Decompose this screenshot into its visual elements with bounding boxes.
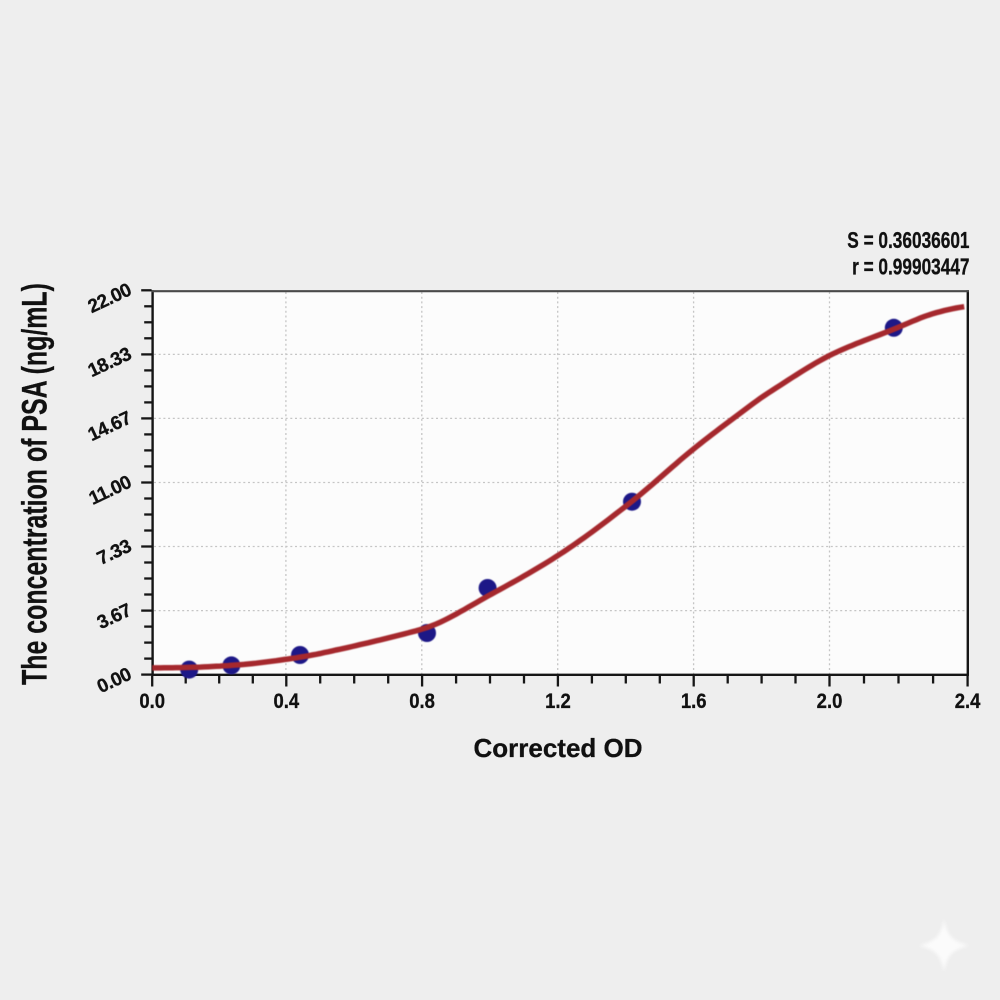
svg-text:2.4: 2.4 — [955, 690, 981, 713]
svg-text:S = 0.36036601: S = 0.36036601 — [847, 229, 969, 254]
svg-text:Corrected OD: Corrected OD — [473, 733, 642, 763]
svg-text:1.2: 1.2 — [545, 690, 571, 713]
svg-text:The concentration of PSA (ng/m: The concentration of PSA (ng/mL) — [15, 283, 54, 685]
svg-text:0.4: 0.4 — [273, 690, 299, 713]
svg-text:r = 0.99903447: r = 0.99903447 — [852, 255, 969, 280]
svg-text:0.0: 0.0 — [139, 690, 165, 713]
svg-text:2.0: 2.0 — [817, 690, 843, 713]
svg-text:1.6: 1.6 — [681, 690, 707, 713]
svg-text:0.8: 0.8 — [409, 690, 435, 713]
